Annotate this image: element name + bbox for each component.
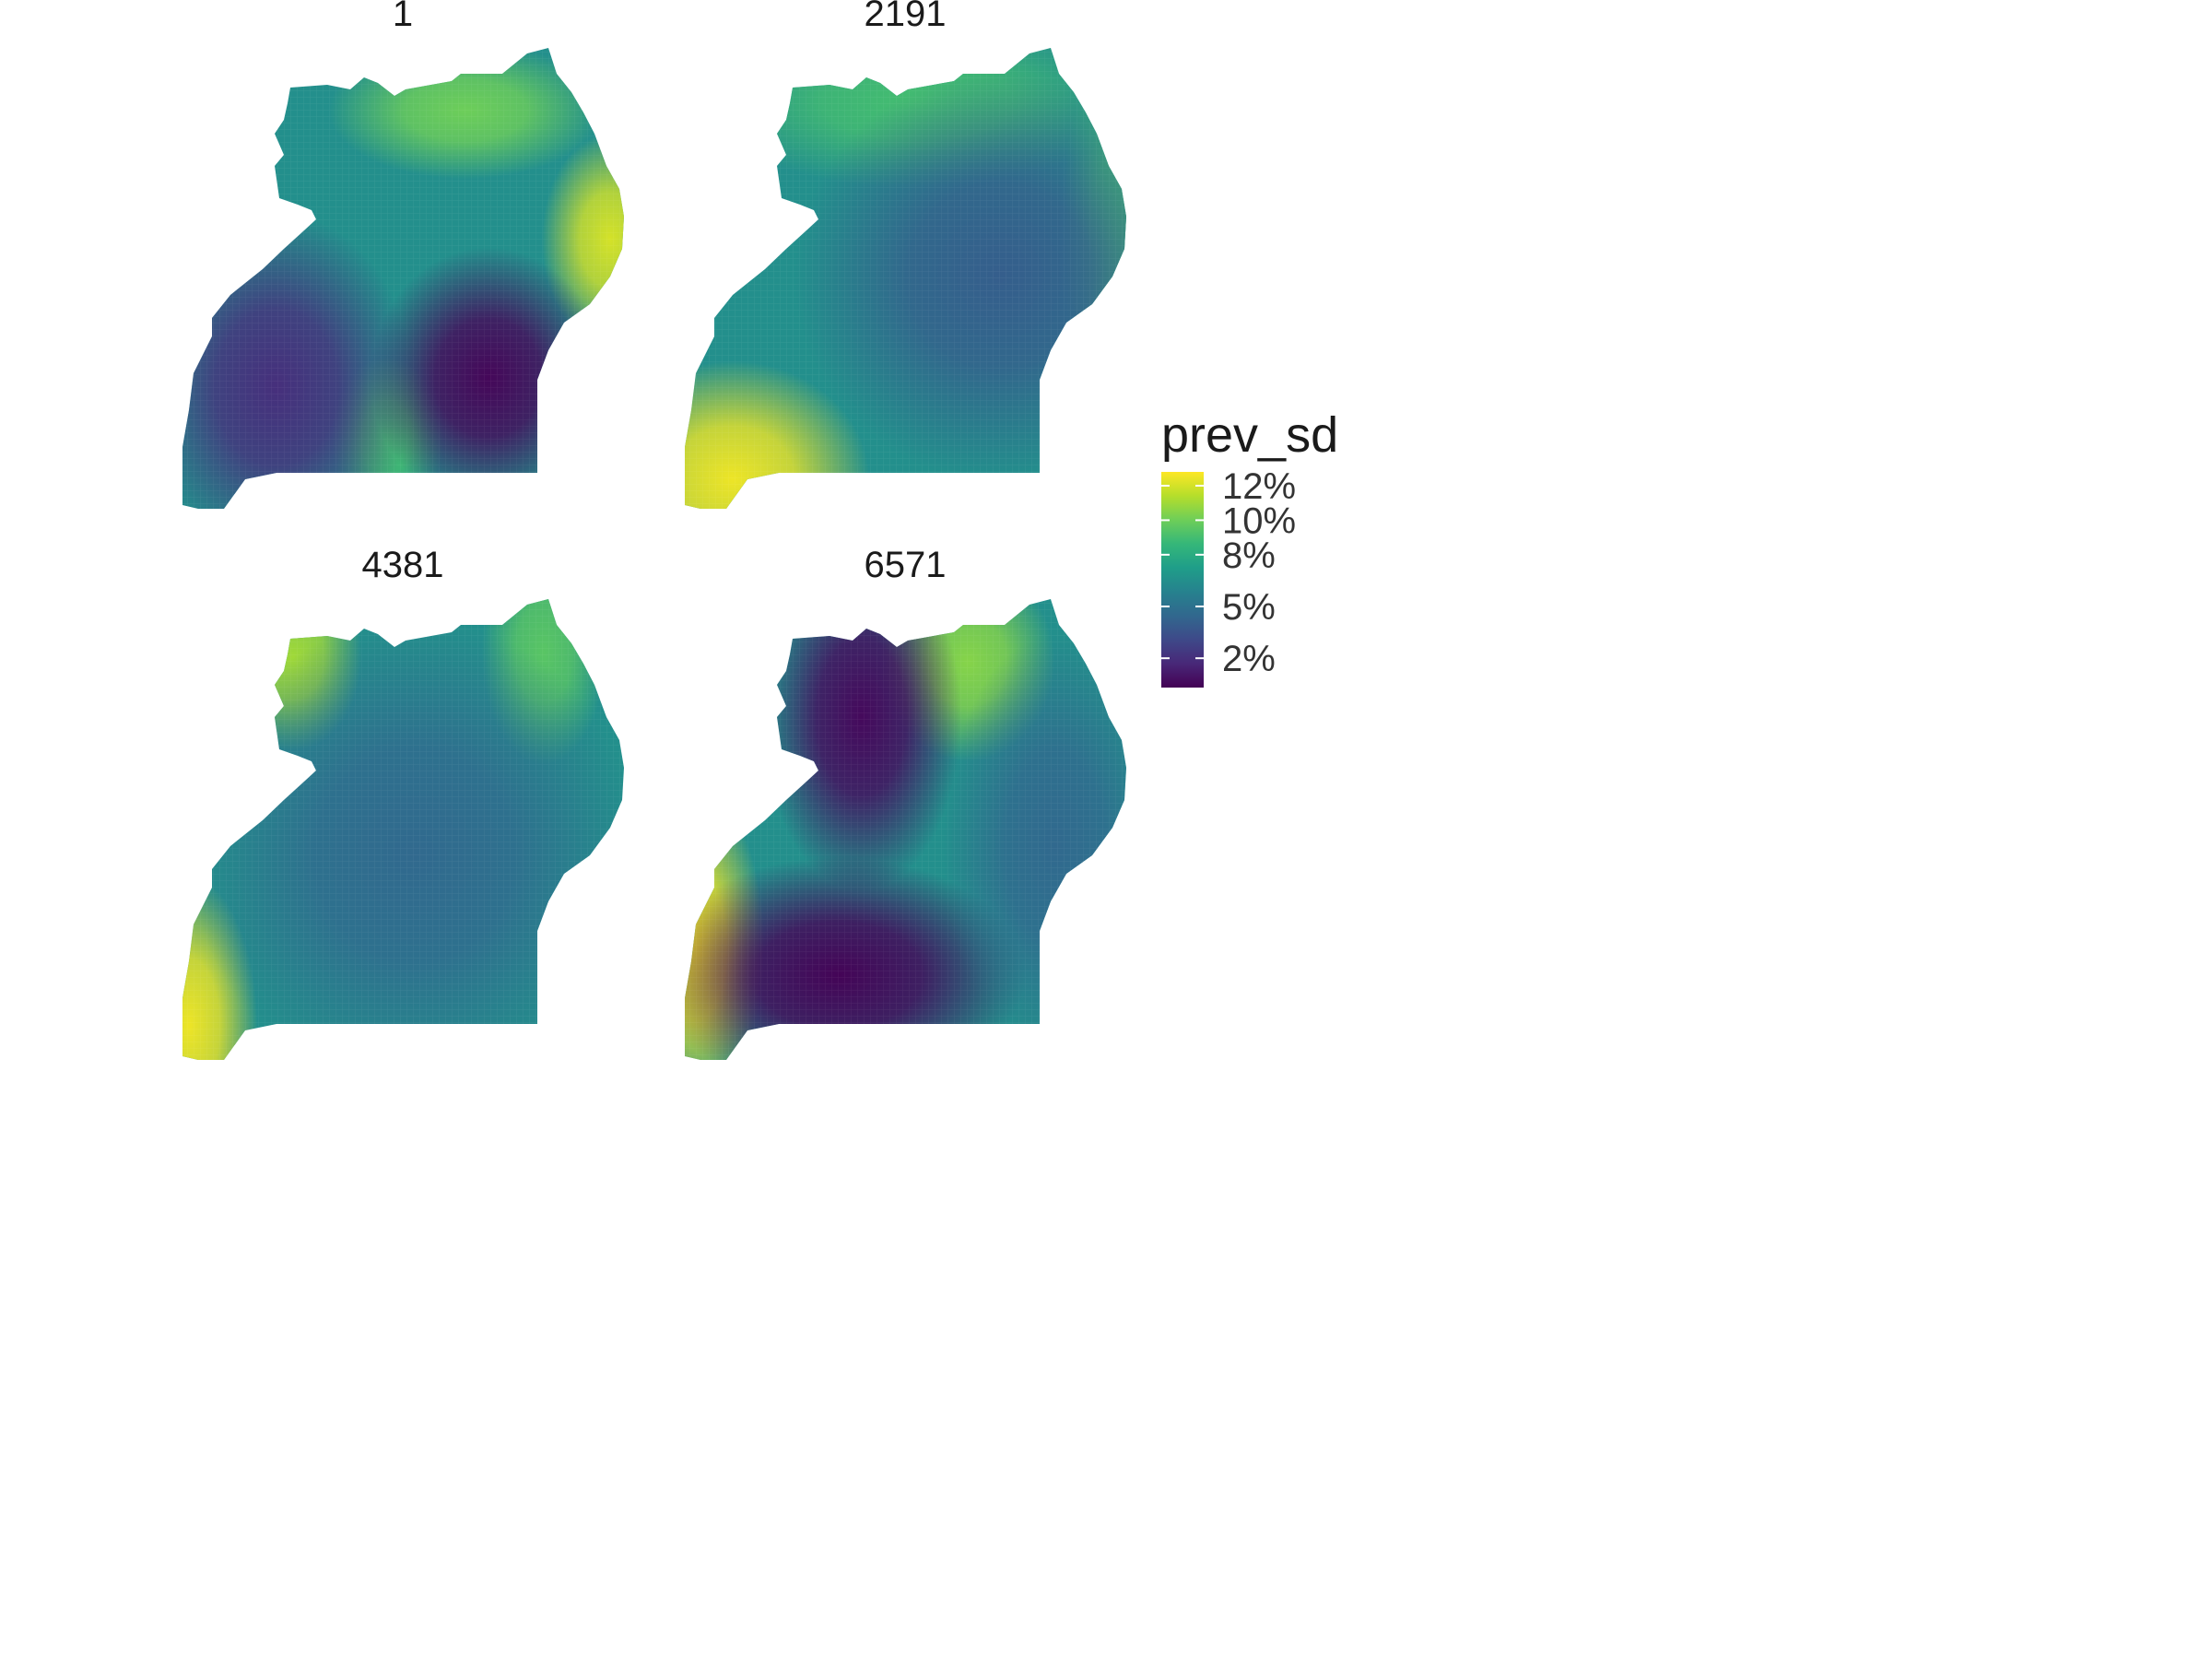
facet-map-body [182,48,624,509]
facet-panel: 1 [182,0,624,509]
colorbar [1161,472,1204,688]
legend-title: prev_sd [1161,407,1338,463]
colorbar-tick-label: 10% [1222,500,1296,541]
raster-cell-grid [182,48,624,509]
colorbar-tick-label: 2% [1222,639,1276,679]
facet-title: 4381 [362,545,444,585]
facet-title: 6571 [865,545,947,585]
raster-cell-grid [182,599,624,1060]
raster-cell-grid [685,599,1126,1060]
facet-title: 1 [393,0,413,34]
facet-map-body [685,599,1126,1060]
colorbar-tick-label: 8% [1222,535,1276,576]
facet-panel: 6571 [685,545,1126,1060]
facet-panel: 2191 [685,0,1126,509]
facet-panels: 1 2191 4381 6571 [182,0,1126,1060]
colorbar-tick-label: 12% [1222,466,1296,507]
facet-map-body [182,599,624,1060]
colorbar-tick-label: 5% [1222,587,1276,628]
colorbar-legend: prev_sd 2% 5% 8%10%12% [1161,407,1338,688]
facet-panel: 4381 [182,545,624,1060]
facet-map-body [685,48,1126,509]
raster-cell-grid [685,48,1126,509]
facet-title: 2191 [865,0,947,34]
